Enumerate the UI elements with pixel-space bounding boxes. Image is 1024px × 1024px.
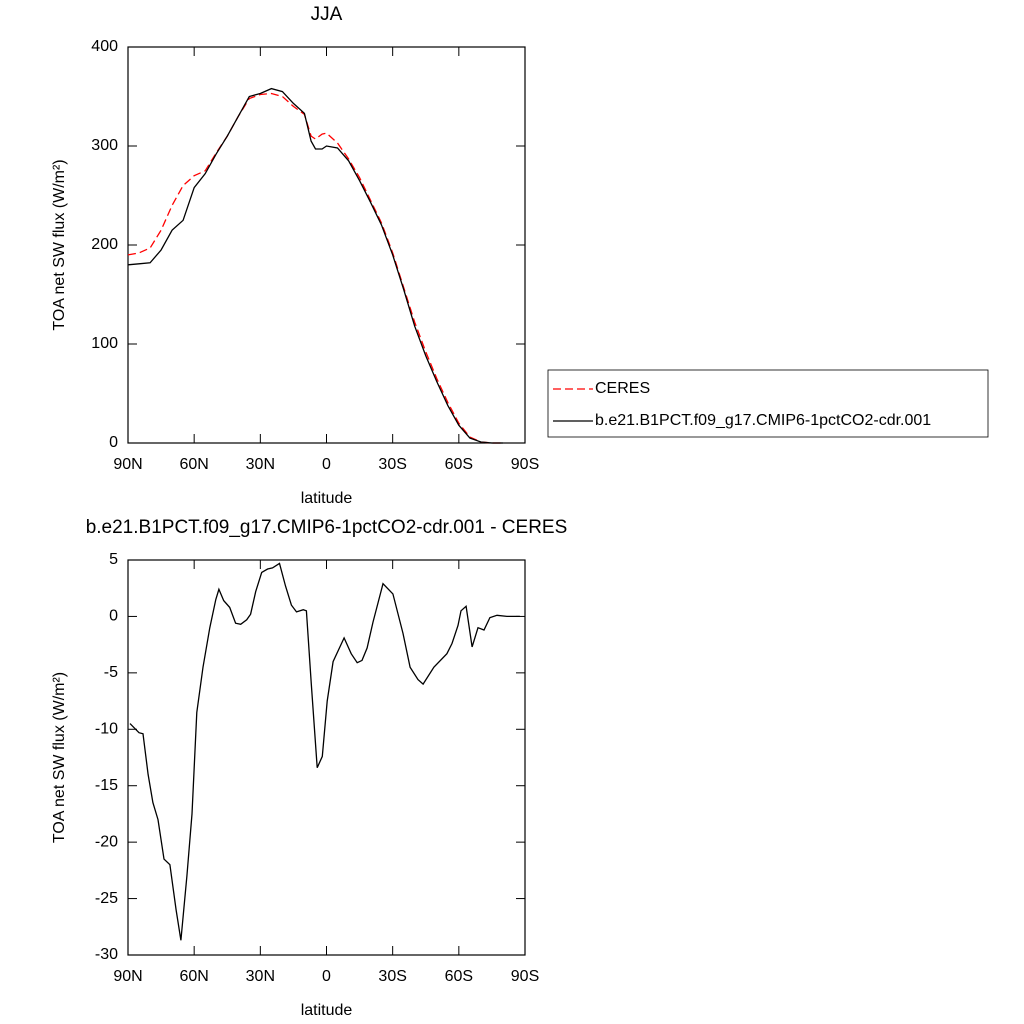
x-axis-label: latitude	[301, 1002, 353, 1019]
y-tick-label: 300	[91, 137, 118, 154]
legend-label: b.e21.B1PCT.f09_g17.CMIP6-1pctCO2-cdr.00…	[595, 412, 931, 429]
y-tick-label: -25	[95, 890, 118, 907]
x-tick-label: 60S	[445, 968, 473, 985]
y-tick-label: 100	[91, 335, 118, 352]
y-tick-label: 200	[91, 236, 118, 253]
x-tick-label: 60N	[179, 456, 208, 473]
plot-frame	[127, 559, 526, 956]
y-tick-label: -30	[95, 946, 118, 963]
legend-label: CERES	[595, 380, 650, 397]
x-tick-label: 30N	[246, 456, 275, 473]
y-tick-label: 0	[109, 434, 118, 451]
x-tick-label: 60N	[179, 968, 208, 985]
x-tick-label: 90N	[113, 456, 142, 473]
x-axis-label: latitude	[301, 490, 353, 507]
chart-title: JJA	[311, 4, 343, 25]
x-tick-label: 30S	[378, 456, 406, 473]
data-line	[127, 87, 503, 444]
y-tick-label: -20	[95, 833, 118, 850]
y-axis-label: TOA net SW flux (W/m²)	[51, 672, 68, 843]
x-tick-label: 90N	[113, 968, 142, 985]
x-tick-label: 0	[322, 968, 331, 985]
y-tick-label: 0	[109, 608, 118, 625]
y-tick-label: -10	[95, 721, 118, 738]
y-tick-label: -15	[95, 777, 118, 794]
legend-box	[547, 369, 989, 438]
x-tick-label: 0	[322, 456, 331, 473]
x-tick-label: 30S	[378, 968, 406, 985]
y-tick-label: -5	[104, 664, 118, 681]
x-tick-label: 60S	[445, 456, 473, 473]
chart-title: b.e21.B1PCT.f09_g17.CMIP6-1pctCO2-cdr.00…	[86, 517, 568, 538]
y-tick-label: 5	[109, 551, 118, 568]
data-line	[129, 562, 520, 941]
x-tick-label: 30N	[246, 968, 275, 985]
data-line	[127, 92, 503, 444]
x-tick-label: 90S	[511, 456, 539, 473]
y-axis-label: TOA net SW flux (W/m²)	[51, 159, 68, 330]
x-tick-label: 90S	[511, 968, 539, 985]
y-tick-label: 400	[91, 38, 118, 55]
plot-frame	[127, 46, 526, 444]
